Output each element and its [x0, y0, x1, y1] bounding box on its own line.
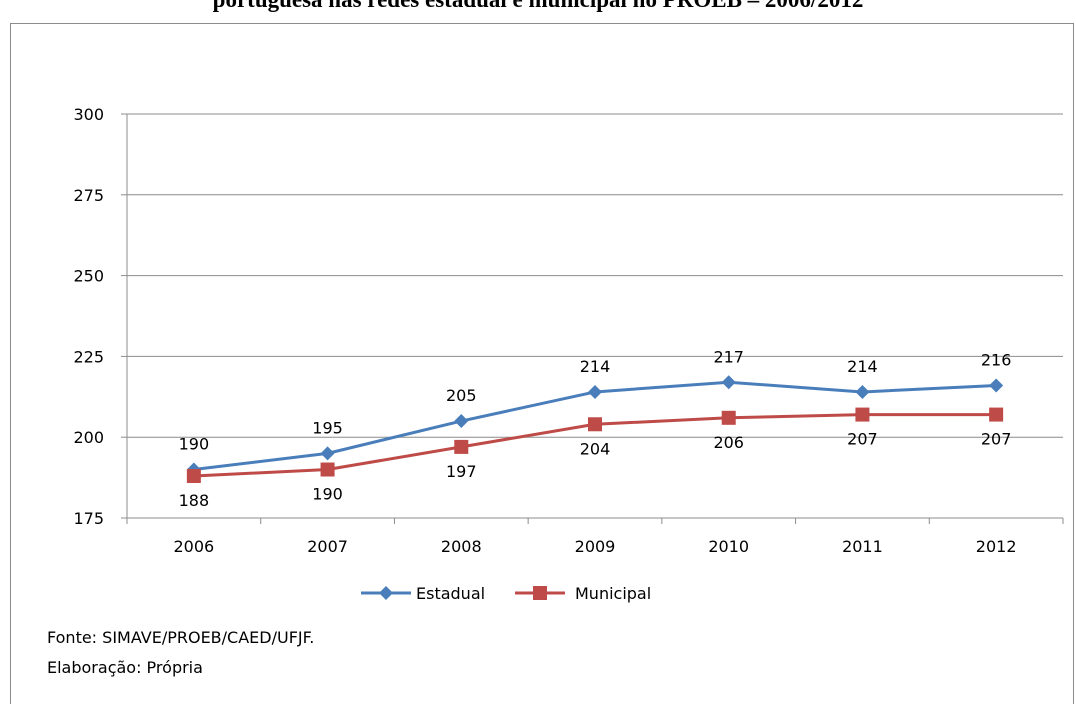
y-tick-label: 175	[73, 509, 104, 528]
data-point-municipal	[855, 407, 870, 422]
gridlines	[127, 113, 1063, 438]
y-tick-label: 225	[73, 347, 104, 366]
data-label-municipal: 188	[179, 491, 210, 510]
series	[186, 375, 1004, 483]
data-label-municipal: 197	[446, 462, 477, 481]
data-point-municipal	[454, 439, 469, 454]
data-label-estadual: 214	[580, 357, 611, 376]
data-point-estadual	[855, 384, 870, 399]
data-point-estadual	[320, 446, 335, 461]
credit-note: Elaboração: Própria	[47, 658, 203, 677]
legend-marker-municipal	[533, 586, 547, 600]
x-tick-label: 2008	[441, 537, 482, 556]
chart-title: portuguesa nas redes estadual e municipa…	[0, 0, 1076, 17]
source-note: Fonte: SIMAVE/PROEB/CAED/UFJF.	[47, 628, 315, 647]
chart-frame	[10, 23, 1074, 704]
data-labels: 190 195 205 214 217 214 216 188 190 197 204 206 207 2…	[179, 347, 1012, 510]
data-point-estadual	[721, 375, 736, 390]
data-point-municipal	[186, 468, 201, 483]
data-label-estadual: 195	[312, 418, 343, 437]
data-label-municipal: 204	[580, 439, 611, 458]
data-label-estadual: 205	[446, 386, 477, 405]
data-label-estadual: 190	[179, 435, 210, 454]
data-label-estadual: 217	[713, 347, 744, 366]
x-tick-label: 2009	[575, 537, 616, 556]
data-label-municipal: 206	[713, 433, 744, 452]
y-tick-label: 275	[73, 186, 104, 205]
x-tick-label: 2012	[976, 537, 1017, 556]
data-label-estadual: 214	[847, 357, 878, 376]
x-tick-label: 2011	[842, 537, 883, 556]
legend-marker-estadual	[379, 586, 393, 600]
y-tick-label: 200	[73, 428, 104, 447]
data-point-municipal	[588, 417, 602, 432]
data-label-municipal: 207	[847, 430, 878, 449]
legend-label-estadual: Estadual	[416, 584, 485, 603]
data-label-estadual: 216	[981, 350, 1012, 369]
x-tick-label: 2006	[173, 537, 214, 556]
x-tick-label: 2010	[708, 537, 749, 556]
axes: 175 200 225 250 275 300 2006 2007 2008 2009 2010 20…	[73, 105, 1064, 556]
x-tick-label: 2007	[307, 537, 348, 556]
y-tick-label: 250	[73, 267, 104, 286]
legend: Estadual Municipal	[361, 584, 651, 603]
y-tick-label: 300	[73, 105, 104, 124]
data-label-municipal: 190	[312, 485, 343, 504]
data-label-municipal: 207	[981, 430, 1012, 449]
data-point-municipal	[721, 410, 736, 425]
data-point-municipal	[320, 462, 335, 477]
legend-label-municipal: Municipal	[575, 584, 651, 603]
data-point-estadual	[588, 384, 602, 399]
data-point-municipal	[989, 407, 1004, 422]
data-point-estadual	[454, 414, 469, 429]
data-point-estadual	[989, 378, 1004, 393]
